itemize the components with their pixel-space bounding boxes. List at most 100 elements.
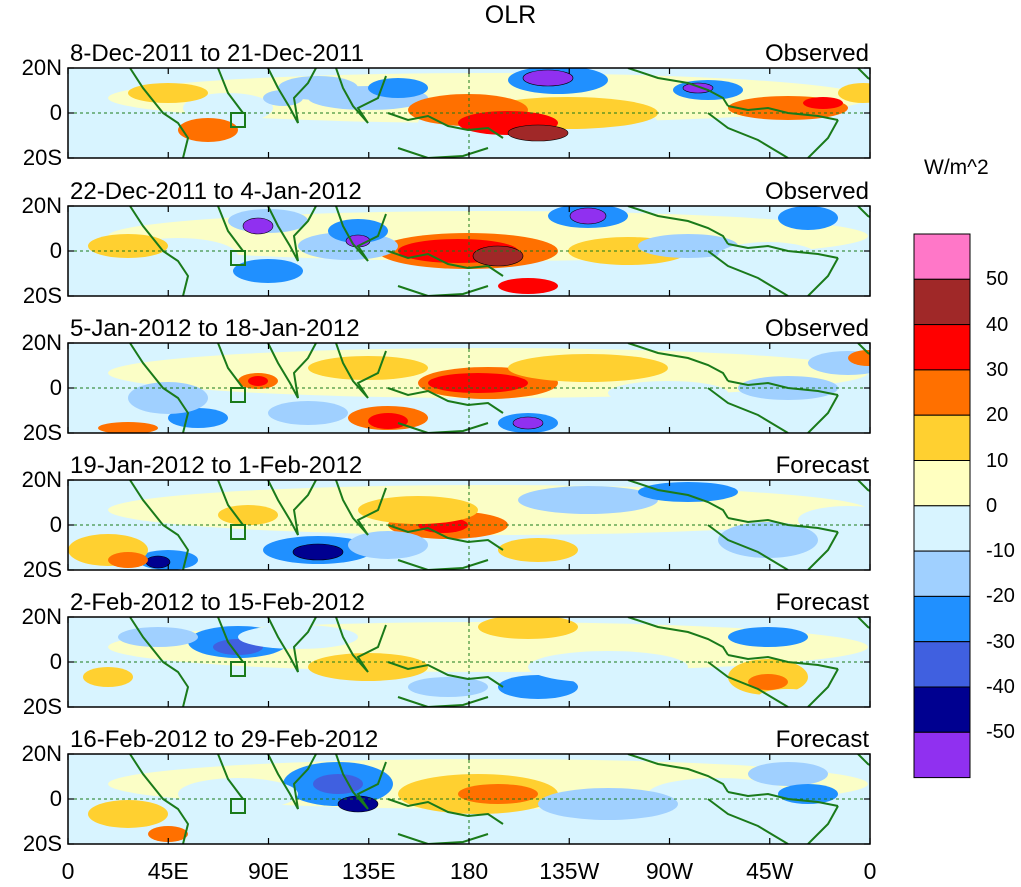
- panel-date-range: 16-Feb-2012 to 29-Feb-2012: [70, 726, 379, 753]
- olr-anomaly-fill: [88, 759, 868, 842]
- anomaly-contour: [808, 351, 870, 375]
- panel-date-range: 8-Dec-2011 to 21-Dec-2011: [70, 40, 364, 67]
- anomaly-contour: [538, 788, 678, 820]
- colorbar-swatch: [913, 686, 971, 733]
- anomaly-contour: [108, 552, 148, 568]
- olr-anomaly-fill: [108, 68, 870, 145]
- y-tick-label: 0: [49, 100, 62, 125]
- anomaly-contour: [507, 124, 569, 142]
- anomaly-contour: [128, 83, 208, 103]
- y-tick-label: 20S: [22, 831, 62, 856]
- anomaly-contour: [248, 376, 268, 386]
- colorbar-units: W/m^2: [924, 156, 989, 179]
- colorbar-swatch: [913, 731, 971, 779]
- map-panel-5: [67, 616, 871, 708]
- map-panel-4: [67, 479, 871, 571]
- coastlines: [129, 754, 870, 844]
- colorbar-swatch: [913, 460, 971, 507]
- coastlines: [129, 343, 870, 433]
- anomaly-contour: [569, 207, 607, 225]
- y-tick-label: 0: [49, 649, 62, 674]
- colorbar: [913, 233, 971, 779]
- anomaly-contour: [458, 784, 538, 804]
- anomaly-contour: [718, 242, 818, 270]
- map-panel-1: [67, 67, 871, 159]
- anomaly-contour: [313, 774, 363, 794]
- anomaly-contour: [512, 416, 544, 430]
- map-panel-6: [67, 753, 871, 845]
- anomaly-contour: [88, 234, 168, 258]
- x-tick-label: 45E: [147, 858, 189, 884]
- panel-date-range: 19-Jan-2012 to 1-Feb-2012: [70, 452, 363, 479]
- panel-kind: Observed: [764, 40, 869, 67]
- colorbar-level-label: 40: [986, 313, 1009, 336]
- anomaly-contour: [803, 97, 843, 109]
- anomaly-contour: [472, 245, 524, 267]
- anomaly-contour: [648, 778, 788, 810]
- y-tick-label: 0: [49, 512, 62, 537]
- anomaly-contour: [308, 653, 428, 681]
- anomaly-contour: [638, 482, 738, 502]
- colorbar-level-label: -40: [986, 676, 1015, 698]
- anomaly-contour: [798, 826, 858, 842]
- anomaly-contour: [408, 677, 488, 697]
- anomaly-contour: [292, 543, 344, 561]
- anomaly-contour: [728, 627, 808, 647]
- colorbar-level-label: 20: [986, 404, 1009, 427]
- y-tick-label: 20N: [21, 193, 62, 218]
- colorbar-swatch: [913, 505, 971, 552]
- panel-kind: Observed: [764, 178, 869, 205]
- anomaly-contour: [498, 675, 578, 699]
- anomaly-contour: [748, 674, 788, 690]
- panel-kind: Forecast: [775, 452, 869, 479]
- y-tick-label: 20N: [21, 604, 62, 629]
- anomaly-contour: [798, 506, 870, 534]
- anomaly-contour: [368, 413, 408, 429]
- anomaly-contour: [88, 800, 168, 828]
- anomaly-contour: [148, 826, 188, 842]
- y-tick-label: 20S: [22, 694, 62, 719]
- anomaly-contour: [638, 234, 738, 258]
- anomaly-contour: [128, 382, 208, 414]
- anomaly-contour: [498, 278, 558, 294]
- anomaly-contour: [778, 206, 838, 230]
- anomaly-contour: [118, 627, 198, 647]
- panel-kind: Observed: [764, 315, 869, 342]
- colorbar-level-label: -30: [986, 630, 1015, 653]
- olr-anomaly-fill: [98, 348, 870, 433]
- panel-date-range: 22-Dec-2011 to 4-Jan-2012: [70, 178, 362, 205]
- anomaly-contour: [848, 350, 870, 366]
- colorbar-level-label: -20: [986, 585, 1015, 608]
- anomaly-contour: [838, 83, 870, 103]
- y-tick-label: 20N: [21, 330, 62, 355]
- x-tick-label: 90W: [645, 858, 694, 884]
- anomaly-contour: [358, 496, 478, 524]
- anomaly-contour: [368, 78, 428, 98]
- anomaly-contour: [233, 259, 303, 283]
- colorbar-swatch: [913, 278, 971, 326]
- map-panel-2: [67, 205, 871, 297]
- anomaly-contour: [242, 217, 274, 235]
- colorbar-swatch: [913, 641, 971, 688]
- anomaly-contour: [682, 82, 714, 94]
- anomaly-contour: [268, 401, 348, 425]
- colorbar-level-label: -10: [986, 540, 1015, 563]
- coastlines: [129, 68, 870, 158]
- anomaly-contour: [758, 689, 818, 705]
- panel-kind: Forecast: [775, 589, 869, 616]
- y-tick-label: 0: [49, 786, 62, 811]
- anomaly-contour: [528, 651, 688, 683]
- colorbar-swatch: [913, 595, 971, 643]
- colorbar-swatch: [913, 369, 971, 416]
- olr-anomaly-fill: [83, 617, 868, 705]
- anomaly-contour: [518, 486, 658, 514]
- colorbar-level-label: 30: [986, 358, 1009, 381]
- y-tick-label: 20S: [22, 145, 62, 170]
- anomaly-contour: [145, 555, 171, 569]
- colorbar-swatch: [913, 324, 971, 371]
- x-tick-label: 135W: [539, 858, 600, 884]
- anomaly-contour: [478, 617, 578, 639]
- colorbar-level-label: 10: [986, 449, 1009, 472]
- anomaly-contour: [83, 667, 133, 687]
